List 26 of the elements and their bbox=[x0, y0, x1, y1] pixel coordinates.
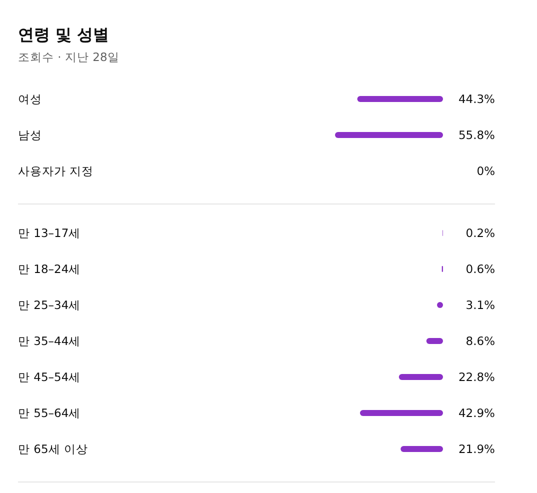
y-tick-label: 만 65세 이상 bbox=[18, 442, 88, 456]
y-tick-label: 남성 bbox=[18, 128, 42, 142]
data-label: 8.6% bbox=[466, 334, 496, 348]
bar bbox=[398, 374, 443, 380]
data-label: 44.3% bbox=[458, 92, 496, 106]
y-tick-label: 만 25–34세 bbox=[18, 298, 81, 312]
data-label: 0.6% bbox=[466, 262, 496, 276]
y-tick-label: 만 35–44세 bbox=[18, 334, 81, 348]
data-label: 42.9% bbox=[458, 406, 496, 420]
data-label: 0.2% bbox=[466, 226, 496, 240]
bar bbox=[426, 338, 443, 344]
bar bbox=[400, 446, 443, 452]
data-label: 55.8% bbox=[458, 128, 496, 142]
y-tick-label: 사용자가 지정 bbox=[18, 164, 94, 178]
y-tick-label: 만 45–54세 bbox=[18, 370, 81, 384]
data-label: 0% bbox=[476, 164, 496, 178]
bar bbox=[360, 410, 443, 416]
data-label: 21.9% bbox=[458, 442, 496, 456]
data-label: 3.1% bbox=[466, 298, 496, 312]
y-tick-label: 만 55–64세 bbox=[18, 406, 81, 420]
data-label: 22.8% bbox=[458, 370, 496, 384]
y-tick-label: 여성 bbox=[18, 92, 42, 106]
y-tick-label: 만 13–17세 bbox=[18, 226, 81, 240]
text: 조회수 · 지난 28일 bbox=[18, 50, 120, 64]
y-tick-label: 만 18–24세 bbox=[18, 262, 81, 276]
text: 연령 및 성별 bbox=[18, 25, 110, 44]
